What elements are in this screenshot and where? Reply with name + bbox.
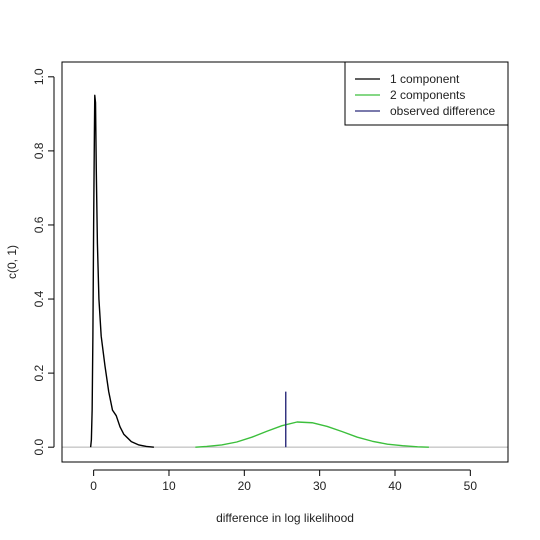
y-tick-label: 0.6 <box>32 216 46 233</box>
y-tick-label: 0.2 <box>32 364 46 381</box>
x-tick-label: 40 <box>388 479 402 493</box>
legend-label-2-components: 2 components <box>390 88 465 102</box>
plot-frame <box>61 61 509 463</box>
axes-layer: 0 10 20 30 40 50 0.0 0.2 0.4 0.6 0.8 1.0 <box>32 68 477 493</box>
x-tick-label: 50 <box>464 479 478 493</box>
legend-label-observed-difference: observed difference <box>390 104 496 118</box>
x-axis-label: difference in log likelihood <box>216 511 354 525</box>
legend-label-1-component: 1 component <box>390 72 460 86</box>
y-tick-label: 1.0 <box>32 68 46 85</box>
y-axis-label: c(0, 1) <box>5 245 19 279</box>
y-tick-label: 0.0 <box>32 439 46 456</box>
series-line-2-components <box>195 421 429 448</box>
series-line-1-component <box>89 94 154 448</box>
x-tick-label: 30 <box>313 479 327 493</box>
series-layer <box>89 94 429 448</box>
x-tick-label: 20 <box>238 479 252 493</box>
y-tick-label: 0.8 <box>32 142 46 159</box>
legend-box <box>344 61 509 126</box>
x-tick-label: 0 <box>90 479 97 493</box>
x-tick-label: 10 <box>162 479 176 493</box>
legend: 1 component 2 components observed differ… <box>344 61 509 126</box>
y-tick-label: 0.4 <box>32 290 46 307</box>
